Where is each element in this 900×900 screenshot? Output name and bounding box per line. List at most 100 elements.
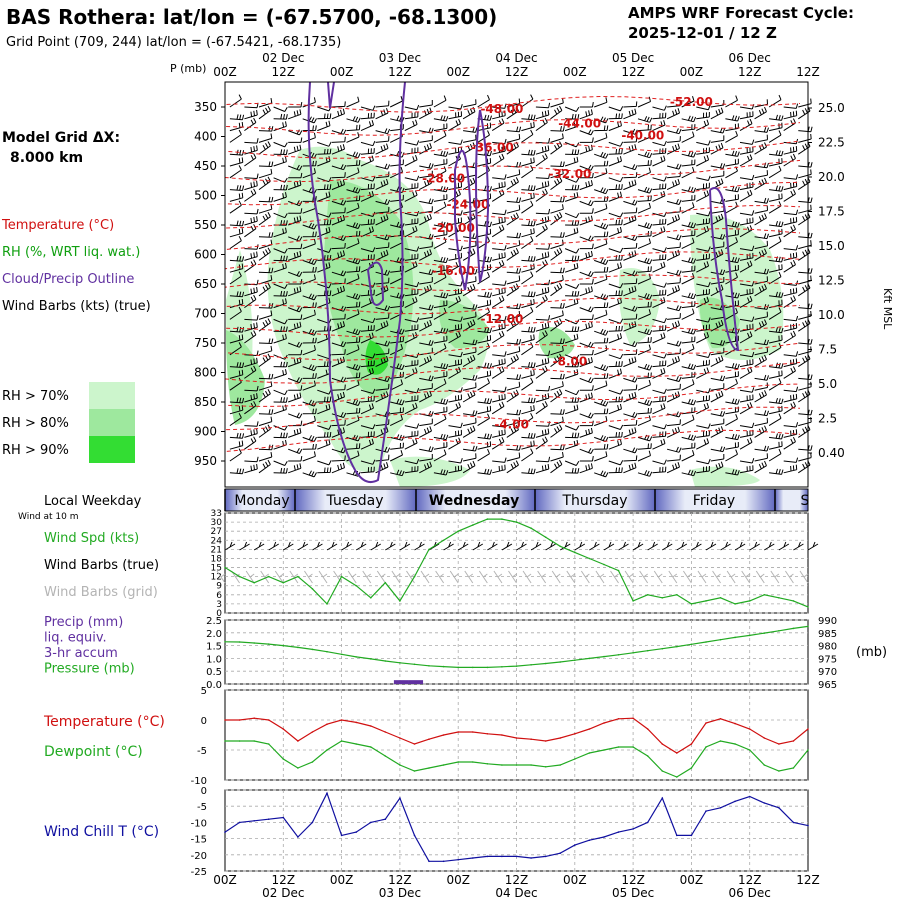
temperature-line-point <box>340 719 343 721</box>
wind-barb <box>491 436 505 450</box>
wind-barb <box>302 222 317 230</box>
wind-barb <box>506 338 522 345</box>
wind-barb <box>666 340 682 347</box>
wind-barb <box>666 163 682 170</box>
wind-barb <box>390 292 405 300</box>
wind-barb <box>433 469 449 476</box>
wind-barb <box>579 420 594 427</box>
wind-barb <box>739 387 755 393</box>
dewpoint-line-point <box>763 764 766 766</box>
wind-barb <box>404 359 419 368</box>
wind-barb <box>331 144 345 155</box>
wind-barb <box>302 293 317 301</box>
wind-barb <box>594 373 609 379</box>
wind-barb <box>768 413 782 427</box>
height-tick-label: 10.0 <box>818 308 845 322</box>
wind-speed-line-point <box>603 563 605 566</box>
wind-speed-line-point <box>515 521 518 523</box>
wind-barb <box>798 98 812 108</box>
wind-barb <box>798 389 811 403</box>
wind-barb <box>273 192 287 202</box>
wind-barb <box>433 194 448 202</box>
wind-barb <box>594 151 609 159</box>
wind-barb <box>506 346 521 356</box>
wind-barb <box>754 311 768 320</box>
wind-barb <box>521 228 535 238</box>
wind-barb <box>331 356 345 368</box>
wind-barb <box>608 439 622 450</box>
wind-barb <box>696 261 710 273</box>
dewpoint-line-point <box>719 740 722 742</box>
wind-barb <box>783 209 799 216</box>
wind-barb <box>258 381 273 391</box>
wind-barb <box>710 107 724 120</box>
weekday-frame <box>224 488 809 512</box>
isotherm-line <box>224 297 801 315</box>
wind-speed-line-point <box>676 594 678 596</box>
wind-chill-line-point <box>603 836 605 838</box>
wind-barb <box>783 153 796 167</box>
isotherm-label: -24.00 <box>446 197 489 211</box>
wind-speed-line-point <box>370 597 372 599</box>
dewpoint-line-point <box>224 740 226 742</box>
wind-barb <box>404 438 418 450</box>
wind-barb <box>317 113 332 120</box>
wind-barb <box>565 432 580 439</box>
wind-speed-line-point <box>472 524 474 526</box>
grid-wind-barb <box>493 570 503 584</box>
pressure-line-point <box>807 625 809 628</box>
wind-barb <box>477 405 492 415</box>
wind-barb <box>404 317 420 323</box>
wind-speed-line-point <box>734 603 736 605</box>
wind-barb <box>710 170 725 179</box>
wind-barb <box>346 167 360 179</box>
true-wind-barb <box>501 541 513 551</box>
wind-barb <box>594 470 609 478</box>
wind-barb <box>244 173 259 179</box>
temperature-line-point <box>792 740 795 742</box>
wind-barb <box>594 443 609 450</box>
wind-barb <box>317 212 332 218</box>
wind-barb <box>375 108 389 120</box>
wind-barb <box>769 114 784 121</box>
wind-barb <box>594 132 608 143</box>
wind-barb <box>710 461 724 474</box>
grid-wind-barb <box>726 570 736 584</box>
wind-barb <box>579 392 593 403</box>
pressure-line-point <box>646 649 649 652</box>
pressure-tick-label: 600 <box>194 248 217 262</box>
wind-barb <box>769 220 784 228</box>
wind-barb <box>798 177 811 191</box>
wind-barb <box>637 238 651 250</box>
wind-barb <box>419 340 434 346</box>
pressure-tick-label: 500 <box>194 189 217 203</box>
wind-tick-label: 0 <box>216 609 222 619</box>
wind-tick-label: 30 <box>211 518 223 528</box>
wind-barb <box>565 290 580 297</box>
wind-barb <box>535 463 550 474</box>
wind-barb <box>739 288 754 297</box>
wind-barb <box>419 390 432 403</box>
wind-barb <box>681 257 697 264</box>
wind-barb <box>448 465 462 474</box>
wind-barb <box>506 354 519 368</box>
rh-shading-region <box>618 268 660 345</box>
wind-barb <box>594 187 609 195</box>
pressure-tick-label: 965 <box>818 680 837 691</box>
wind-barb <box>273 326 288 332</box>
height-tick-label: 2.5 <box>818 412 837 426</box>
wind-chill-line-point <box>676 834 678 837</box>
wind-barb <box>594 160 609 167</box>
wind-barb <box>710 284 724 297</box>
wind-barb <box>229 94 242 108</box>
true-wind-barb <box>676 541 688 551</box>
wind-barb <box>681 442 696 450</box>
wind-barb <box>652 282 667 288</box>
temp-tick-label: -5 <box>197 746 207 757</box>
weekday-segment <box>775 489 808 511</box>
wind-barb <box>594 125 609 132</box>
wind-barb <box>623 128 638 135</box>
wind-barb <box>623 376 638 383</box>
wind-barb <box>258 424 271 438</box>
wind-panel-grid <box>225 512 808 614</box>
